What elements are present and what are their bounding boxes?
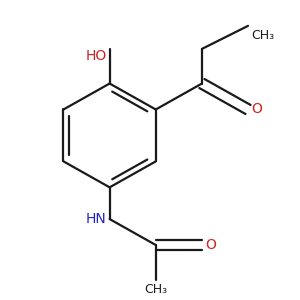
Text: HN: HN bbox=[86, 212, 107, 226]
Text: CH₃: CH₃ bbox=[144, 283, 167, 296]
Text: CH₃: CH₃ bbox=[251, 29, 274, 42]
Text: O: O bbox=[205, 238, 216, 252]
Text: O: O bbox=[251, 103, 262, 116]
Text: HO: HO bbox=[85, 49, 107, 63]
